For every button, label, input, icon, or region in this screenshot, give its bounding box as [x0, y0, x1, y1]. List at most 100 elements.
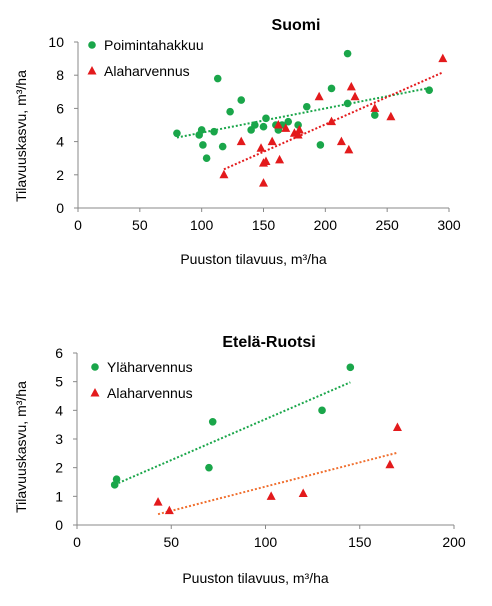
- data-point: [346, 363, 355, 372]
- data-point: [281, 123, 291, 132]
- legend-label: Alaharvennus: [104, 63, 190, 79]
- x-tick-label: 100: [190, 217, 214, 233]
- data-point: [386, 111, 396, 121]
- data-point: [327, 84, 336, 93]
- data-point: [293, 129, 303, 139]
- data-point: [392, 422, 402, 432]
- y-axis-label: Tilavuuskasvu, m³/ha: [13, 70, 29, 202]
- chart-legend: Yläharvennus Alaharvennus: [90, 359, 193, 401]
- data-point: [256, 143, 266, 152]
- data-points: [173, 49, 448, 187]
- data-point: [259, 122, 268, 131]
- chart-title: Suomi: [272, 17, 321, 34]
- y-tick-label: 2: [56, 167, 64, 183]
- x-axis-label: Puuston tilavuus, m³/ha: [180, 251, 327, 267]
- y-tick-label: 6: [55, 345, 63, 361]
- data-point: [199, 141, 207, 149]
- data-point: [350, 91, 360, 101]
- x-tick-label: 250: [375, 217, 399, 233]
- x-tick-label: 300: [437, 217, 461, 233]
- y-tick-label: 10: [48, 34, 64, 50]
- data-point: [267, 136, 277, 146]
- data-point: [259, 178, 268, 187]
- data-point: [266, 491, 276, 500]
- data-point: [343, 49, 352, 58]
- trendlines: [176, 71, 444, 171]
- y-axis-label: Tilavuuskasvu, m³/ha: [13, 381, 29, 513]
- data-point: [294, 124, 304, 134]
- legend-marker: [90, 388, 100, 397]
- data-point: [344, 144, 354, 154]
- y-tick-label: 3: [55, 431, 63, 447]
- data-point: [261, 156, 271, 166]
- trendline-green: [114, 381, 351, 486]
- data-point: [262, 114, 270, 123]
- data-point: [210, 127, 218, 136]
- data-point: [371, 111, 379, 119]
- data-point: [218, 142, 227, 151]
- x-tick-label: 150: [348, 534, 372, 550]
- data-point: [213, 74, 222, 83]
- data-point: [298, 488, 308, 497]
- y-tick-label: 4: [56, 134, 64, 150]
- data-point: [438, 53, 448, 63]
- data-point: [226, 107, 234, 116]
- data-point: [314, 91, 324, 101]
- y-tick-label: 0: [56, 200, 64, 216]
- x-tick-label: 50: [163, 534, 179, 550]
- data-point: [318, 406, 326, 415]
- legend-marker: [88, 41, 96, 49]
- data-point: [327, 116, 337, 126]
- data-point: [343, 99, 352, 108]
- data-point: [425, 86, 434, 94]
- data-point: [202, 154, 211, 162]
- data-point: [219, 169, 229, 179]
- data-point: [275, 154, 285, 164]
- data-point: [112, 475, 121, 483]
- x-tick-label: 200: [442, 534, 466, 550]
- data-point: [370, 103, 380, 112]
- data-point: [284, 117, 293, 126]
- x-tick-label: 50: [132, 217, 148, 233]
- chart-legend: Poimintahakkuu Alaharvennus: [87, 37, 204, 79]
- x-axis-label: Puuston tilavuus, m³/ha: [182, 570, 329, 586]
- chart-axes: 0 50 100 150 200 0 1 2 3 4 5 6: [55, 345, 466, 550]
- legend-marker: [87, 66, 97, 75]
- trendline-red: [157, 451, 398, 516]
- data-point: [197, 126, 206, 134]
- data-point: [153, 497, 163, 506]
- y-tick-label: 0: [55, 517, 63, 533]
- y-tick-label: 2: [55, 460, 63, 476]
- y-tick-label: 4: [55, 402, 63, 418]
- trendline-green: [176, 87, 430, 139]
- data-point: [251, 121, 259, 129]
- y-tick-label: 6: [56, 100, 64, 116]
- chart-title: Etelä-Ruotsi: [222, 334, 315, 351]
- data-point: [316, 141, 325, 149]
- data-point: [236, 136, 246, 146]
- x-tick-label: 0: [74, 217, 82, 233]
- y-tick-label: 8: [56, 67, 64, 83]
- legend-label: Poimintahakkuu: [104, 37, 204, 53]
- data-point: [346, 81, 356, 91]
- y-tick-label: 5: [55, 374, 63, 390]
- data-point: [273, 120, 283, 129]
- chart-suomi: Suomi 0 50 100 150 200 250 300 0 2 4 6 8 10 Poiminta…: [13, 17, 461, 267]
- data-point: [237, 96, 246, 104]
- data-point: [205, 463, 213, 472]
- data-point: [385, 459, 395, 469]
- data-point: [164, 505, 174, 515]
- data-points: [110, 363, 402, 515]
- chart-axes: 0 50 100 150 200 250 300 0 2 4 6 8 10: [48, 34, 460, 233]
- legend-label: Alaharvennus: [107, 385, 193, 401]
- y-tick-label: 1: [55, 488, 63, 504]
- legend-label: Yläharvennus: [107, 359, 193, 375]
- data-point: [302, 102, 311, 111]
- chart-etela-ruotsi: Etelä-Ruotsi 0 50 100 150 200 0 1 2 3 4 5 6 Yläharv…: [13, 334, 466, 586]
- trendlines: [114, 381, 398, 516]
- data-point: [336, 136, 346, 146]
- legend-marker: [91, 363, 99, 371]
- x-tick-label: 200: [314, 217, 338, 233]
- data-point: [208, 418, 217, 426]
